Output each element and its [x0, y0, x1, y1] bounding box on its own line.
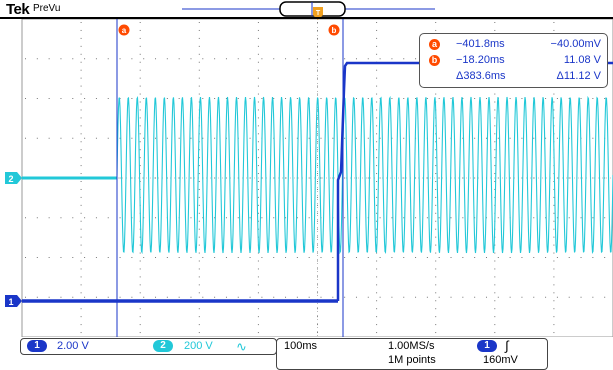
cursor-a-value: −40.00mV	[550, 38, 601, 50]
acquisition-status: PreVu	[33, 3, 61, 14]
cursor-readout-panel: a −401.8ms −40.00mV b −18.20ms 11.08 V Δ…	[419, 33, 608, 88]
trigger-position-marker[interactable]: T	[311, 7, 325, 23]
top-status-bar: Tek PreVu T	[0, 0, 613, 20]
rising-edge-icon[interactable]: ∫	[505, 338, 509, 353]
top-divider	[0, 17, 613, 19]
cursor-b-time: −18.20ms	[456, 54, 505, 66]
ch1-ground-marker[interactable]: 1	[5, 295, 22, 307]
ch2-ground-marker[interactable]: 2	[5, 172, 22, 184]
cursor-a-label: a	[122, 26, 127, 35]
brand-logo: Tek	[6, 1, 30, 18]
timebase-settings-box[interactable]: 100ms 1.00MS/s 1M points 1 ∫ 160mV	[276, 338, 548, 370]
cursor-a-time: −401.8ms	[456, 38, 505, 50]
ch2-scale[interactable]: 200 V	[184, 340, 213, 352]
record-length: 1M points	[388, 354, 436, 366]
ac-wave-icon: ∿	[236, 339, 247, 354]
cursor-b-readout: b −18.20ms 11.08 V	[420, 54, 607, 68]
ch2-marker-label: 2	[8, 174, 13, 184]
trigger-source-badge[interactable]: 1	[477, 340, 497, 352]
ch1-badge[interactable]: 1	[27, 340, 47, 352]
svg-text:T: T	[316, 10, 321, 17]
cursor-b-badge[interactable]: b	[328, 24, 340, 36]
record-view-bar[interactable]	[180, 1, 440, 17]
ch2-waveform	[116, 95, 613, 255]
horizontal-scale[interactable]: 100ms	[284, 340, 318, 352]
sample-rate: 1.00MS/s	[388, 340, 435, 352]
cursor-a-readout: a −401.8ms −40.00mV	[420, 38, 607, 52]
cursor-b-readout-badge: b	[429, 55, 440, 66]
ch1-scale[interactable]: 2.00 V	[57, 340, 89, 352]
delta-time: Δ383.6ms	[456, 70, 506, 82]
channel-settings-box[interactable]: 1 2.00 V 2 200 V ∿	[20, 338, 277, 355]
trigger-level[interactable]: 160mV	[483, 354, 518, 366]
cursor-a-badge[interactable]: a	[118, 24, 130, 36]
delta-value: Δ11.12 V	[556, 70, 601, 82]
cursor-a-readout-badge: a	[429, 39, 440, 50]
cursor-delta-readout: Δ383.6ms Δ11.12 V	[420, 70, 607, 84]
cursor-b-value: 11.08 V	[563, 54, 601, 66]
cursor-b-label: b	[332, 26, 337, 35]
ch2-badge[interactable]: 2	[153, 340, 173, 352]
ch1-marker-label: 1	[8, 297, 13, 307]
